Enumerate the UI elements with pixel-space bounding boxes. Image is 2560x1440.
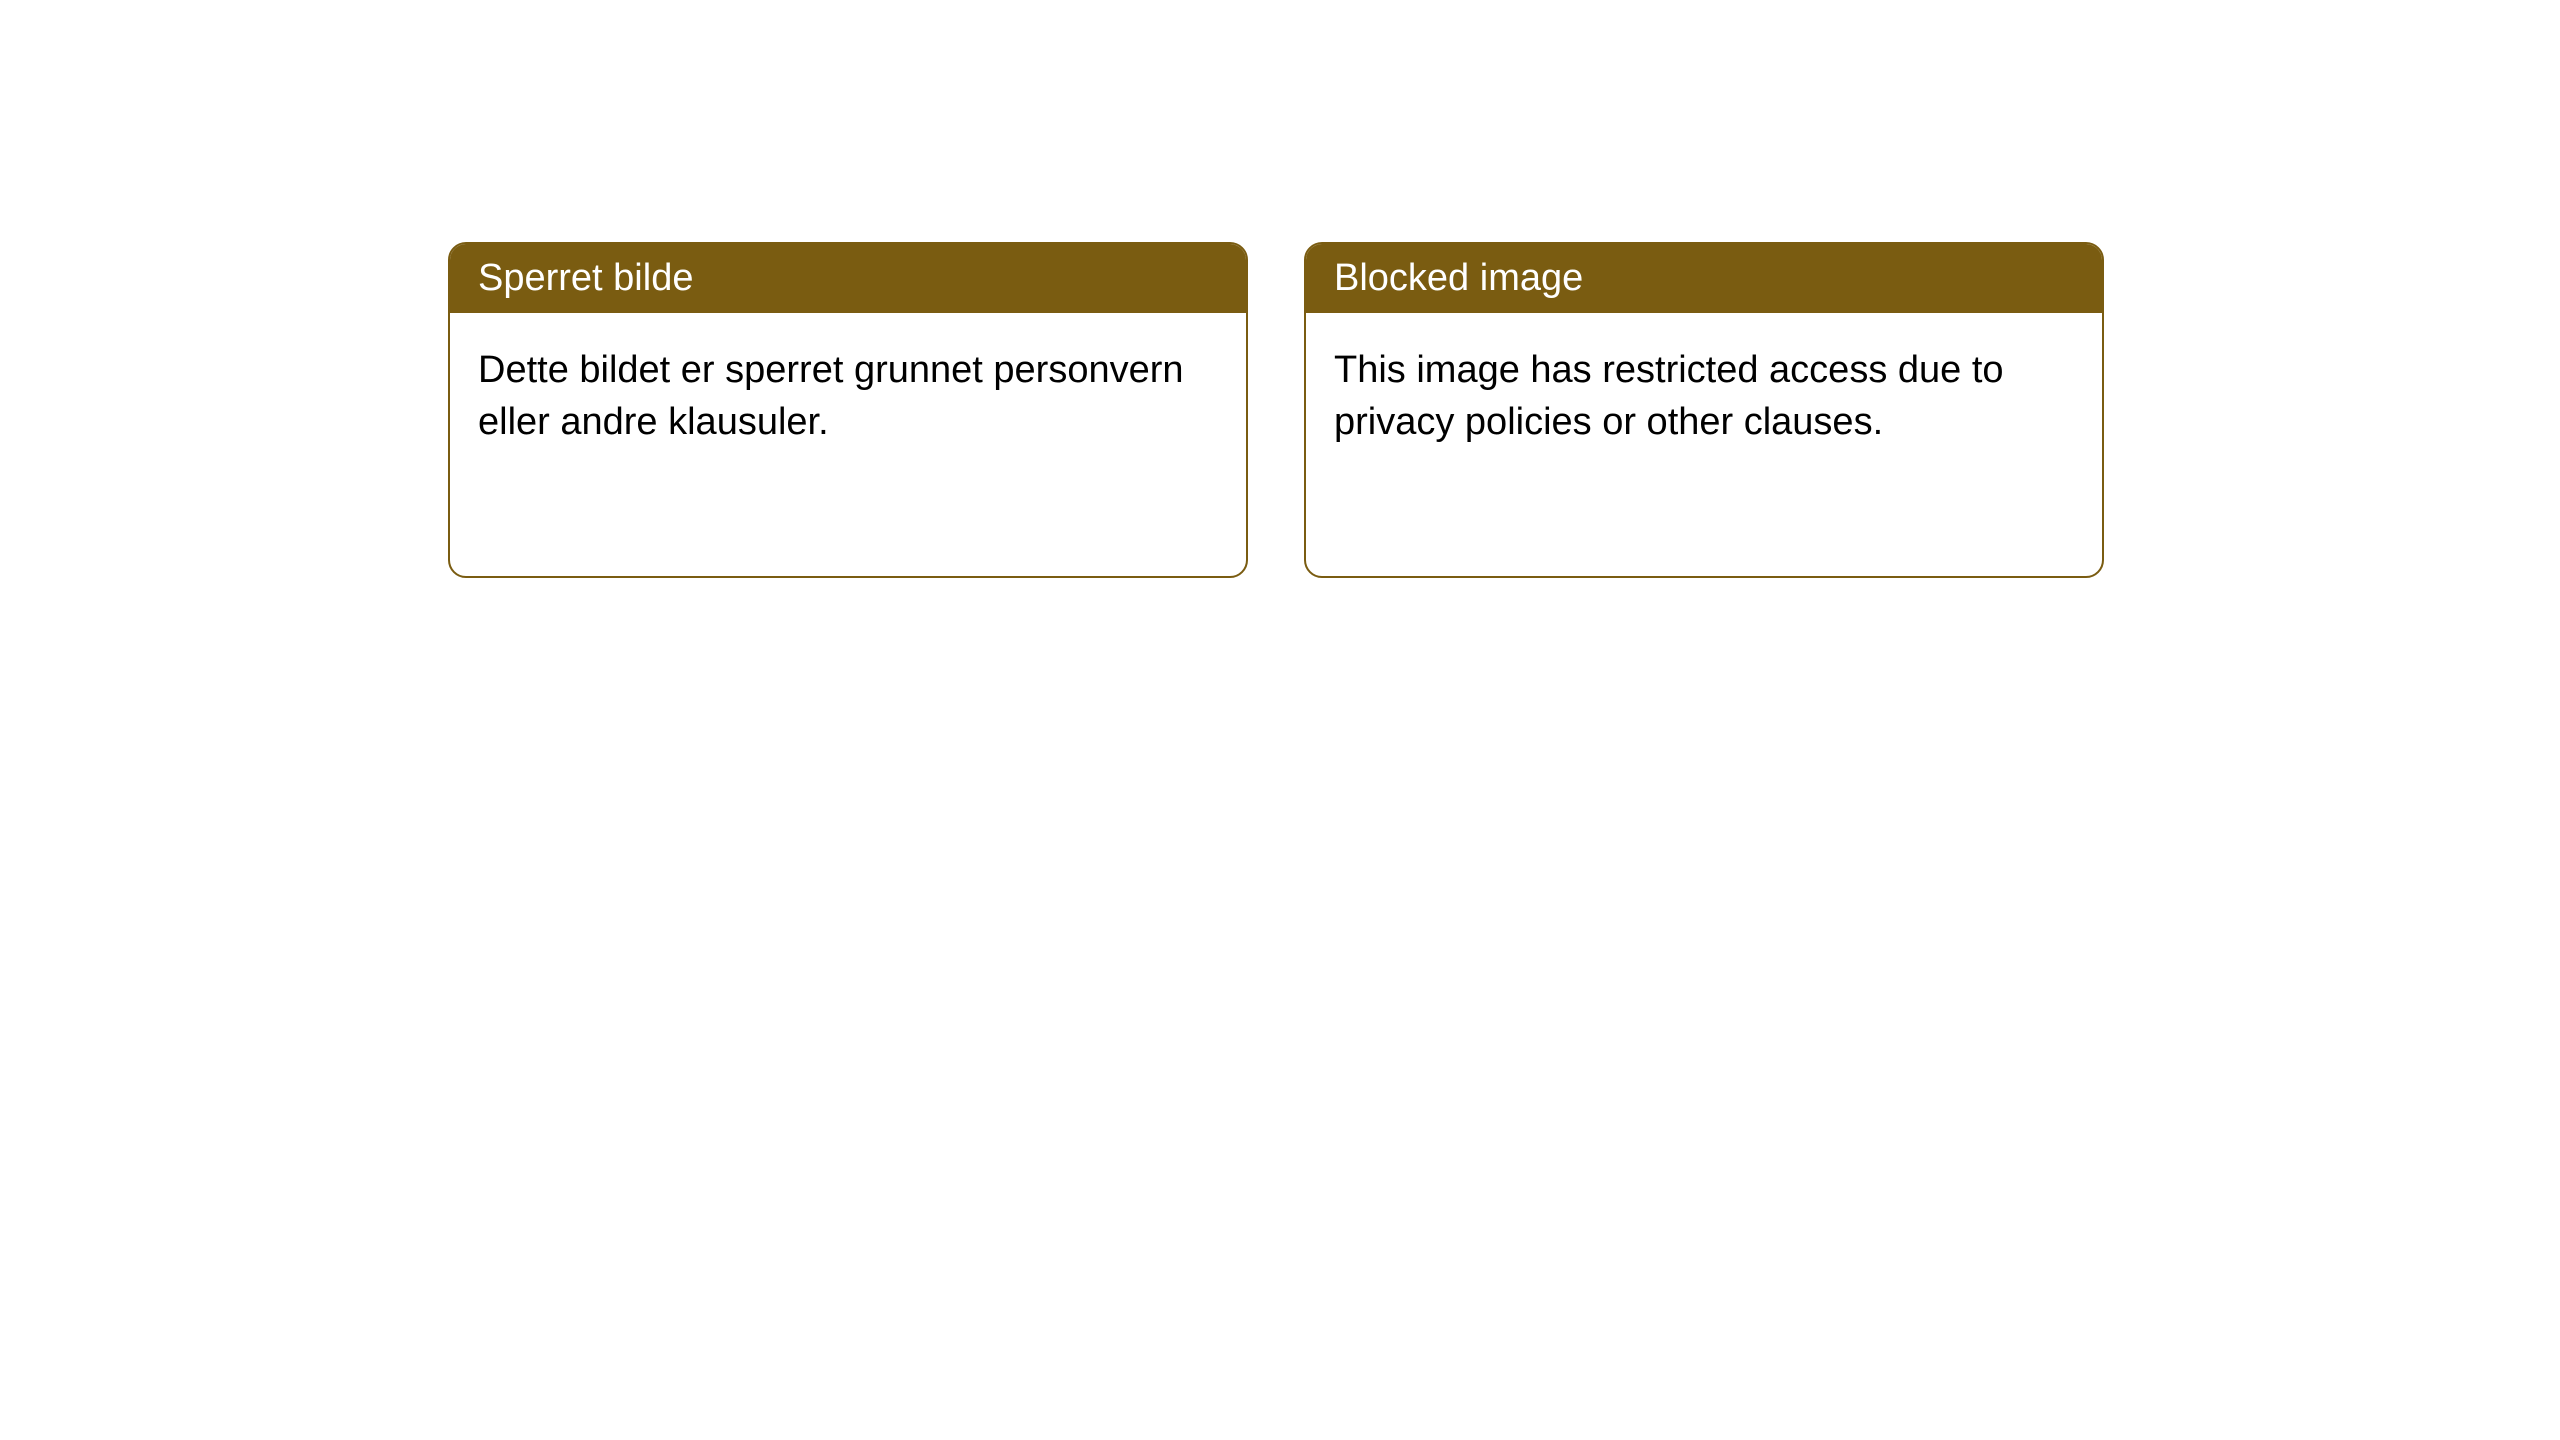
card-header-en: Blocked image [1306, 244, 2102, 313]
blocked-image-card-en: Blocked image This image has restricted … [1304, 242, 2104, 578]
cards-container: Sperret bilde Dette bildet er sperret gr… [0, 0, 2560, 578]
card-body-no: Dette bildet er sperret grunnet personve… [450, 313, 1246, 480]
card-header-no: Sperret bilde [450, 244, 1246, 313]
card-body-en: This image has restricted access due to … [1306, 313, 2102, 480]
blocked-image-card-no: Sperret bilde Dette bildet er sperret gr… [448, 242, 1248, 578]
